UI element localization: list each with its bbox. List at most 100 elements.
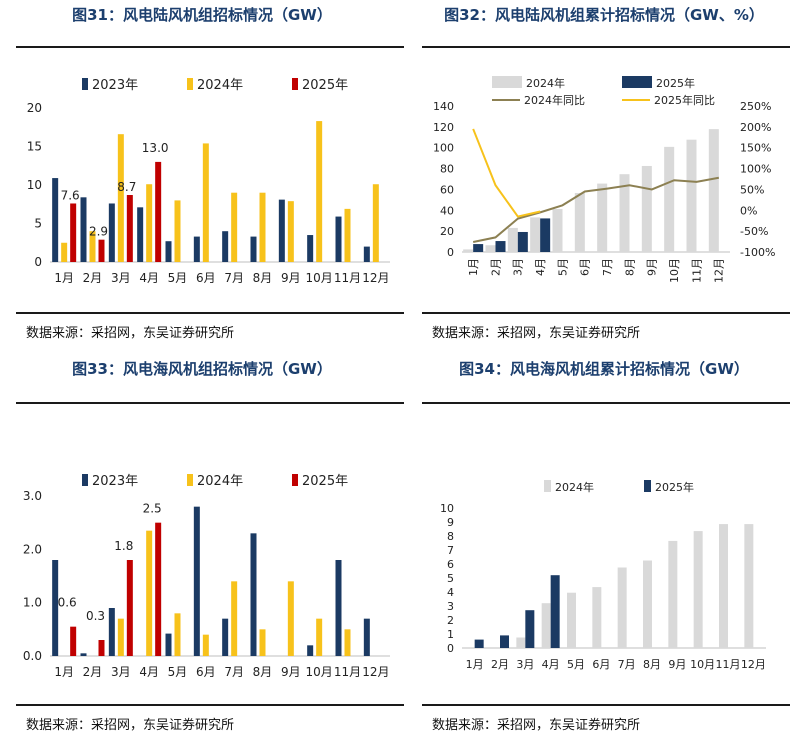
x-tick-label-6: 6月 [592, 658, 610, 671]
bar-2025-2 [495, 241, 506, 252]
x-tick-label-1: 1月 [466, 658, 484, 671]
x-tick-label-5: 5月 [168, 665, 188, 679]
y-tick-label-3-0: 3.0 [23, 489, 42, 503]
y-tick-label-0-0: 0.0 [23, 649, 42, 663]
bar-2023-8 [250, 533, 257, 656]
data-label-2025-1: 0.6 [58, 596, 77, 610]
x-tick-label-8: 8月 [623, 258, 636, 276]
legend-label-2025: 2025年 [302, 474, 348, 489]
y-tick-label-1-0: 1.0 [23, 596, 42, 610]
x-tick-label-6: 6月 [196, 271, 216, 285]
x-tick-label-10: 10月 [690, 658, 715, 671]
data-label-2025-3: 8.7 [117, 180, 136, 194]
y-tick-label-5: 5 [34, 217, 42, 231]
x-tick-label-3: 3月 [516, 658, 534, 671]
bar-2025-2 [98, 640, 105, 656]
source-note: 数据来源：采招网，东吴证券研究所 [432, 718, 641, 733]
chart-title: 图32：风电陆风机组累计招标情况（GW、%） [444, 6, 764, 24]
source-rule [16, 312, 404, 314]
y-tick-label-10: 10 [440, 502, 454, 515]
chart-title: 图33：风电海风机组招标情况（GW） [72, 360, 332, 378]
x-tick-label-7: 7月 [618, 658, 636, 671]
x-tick-label-6: 6月 [579, 258, 592, 276]
x-tick-label-2: 2月 [489, 258, 502, 276]
legend-label-2025: 2025年 [656, 76, 695, 90]
legend-label-2024: 2024年 [555, 480, 594, 494]
x-tick-label-11: 11月 [690, 258, 703, 283]
y-tick-label-10: 10 [27, 178, 42, 192]
line-2024 [472, 176, 720, 243]
source-note: 数据来源：采招网，东吴证券研究所 [26, 718, 235, 733]
bar-2025-2 [500, 635, 509, 648]
bar-2024-3 [117, 618, 124, 656]
bar-2024-12 [708, 129, 719, 252]
legend-label-2024: 2024年 [197, 474, 243, 489]
bar-2025-1 [70, 626, 77, 656]
bar-2024-10 [664, 146, 675, 252]
legend-label-2025: 2025年 [655, 480, 694, 494]
y-tick-label-120: 120 [433, 121, 454, 134]
x-tick-label-3: 3月 [512, 258, 525, 276]
line-2025 [472, 128, 541, 218]
legend-label-2024: 2024年 [526, 76, 565, 90]
x-tick-label-9: 9月 [646, 258, 659, 276]
data-label-2025-2: 0.3 [86, 609, 105, 623]
bar-2023-5 [165, 241, 172, 262]
bar-2024-5 [174, 200, 181, 262]
bar-2023-7 [222, 618, 229, 656]
bar-2025-4 [155, 161, 162, 262]
bar-2025-4 [550, 575, 560, 648]
x-tick-label-11: 11月 [334, 271, 361, 285]
y-tick-label-6: 6 [447, 558, 454, 571]
bar-2023-7 [222, 231, 229, 262]
y-tick-label-60: 60 [440, 183, 454, 196]
bar-2024-8 [259, 192, 266, 262]
x-tick-label-7: 7月 [224, 271, 244, 285]
y-tick-label-3: 3 [447, 600, 454, 613]
y-tick-label-2: 2 [447, 614, 454, 627]
legend-label-2024: 2024年 [197, 78, 243, 93]
bar-2024-11 [719, 524, 728, 648]
bar-2025-1 [473, 244, 484, 252]
title-rule [16, 46, 404, 48]
bar-2024-3 [516, 637, 526, 648]
y-tick-label-8: 8 [447, 530, 454, 543]
source-rule [16, 704, 404, 706]
bar-2024-11 [344, 208, 351, 262]
source-note: 数据来源：采招网，东吴证券研究所 [432, 326, 641, 341]
y-tick-label-4: 4 [447, 586, 454, 599]
bar-2023-9 [278, 199, 285, 262]
bar-2024-8 [259, 629, 266, 656]
bar-2023-6 [193, 236, 200, 262]
legend-swatch-2025 [292, 78, 298, 90]
bar-2023-3 [108, 203, 115, 262]
y2-tick-label-250: 250% [740, 100, 771, 113]
bar-2024-2 [89, 231, 96, 262]
y-tick-label-20: 20 [27, 101, 42, 115]
y2-tick-label-0: 0% [740, 204, 757, 217]
bar-2023-12 [363, 618, 370, 656]
title-rule [16, 402, 404, 404]
x-tick-label-6: 6月 [196, 665, 216, 679]
bar-2025-3 [517, 231, 528, 252]
bar-2024-5 [174, 613, 181, 656]
legend-swatch-2023 [82, 78, 88, 90]
legend-swatch-2024 [544, 480, 551, 492]
bar-2024-12 [372, 184, 379, 262]
bar-2025-4 [155, 522, 162, 656]
bar-2024-1 [61, 242, 68, 262]
source-rule [422, 704, 790, 706]
bar-2024-7 [597, 183, 608, 252]
combo-chart-onshore-cumulative: 2024年 2025年 2024年同比 2025年同比 0 20 40 60 80 100 120 1… [433, 76, 775, 283]
legend-swatch-2023 [82, 474, 88, 486]
y-tick-label-0: 0 [447, 642, 454, 655]
bar-2024-7 [231, 192, 238, 262]
bar-2024-4 [146, 530, 153, 656]
legend-swatch-2025 [292, 474, 298, 486]
bar-2024-8 [619, 174, 630, 252]
x-tick-label-12: 12月 [362, 665, 389, 679]
x-tick-label-5: 5月 [556, 258, 569, 276]
data-label-2025-4: 2.5 [143, 502, 162, 516]
legend-label-2024: 2024年同比 [524, 93, 585, 107]
bar-2025-3 [525, 610, 535, 648]
